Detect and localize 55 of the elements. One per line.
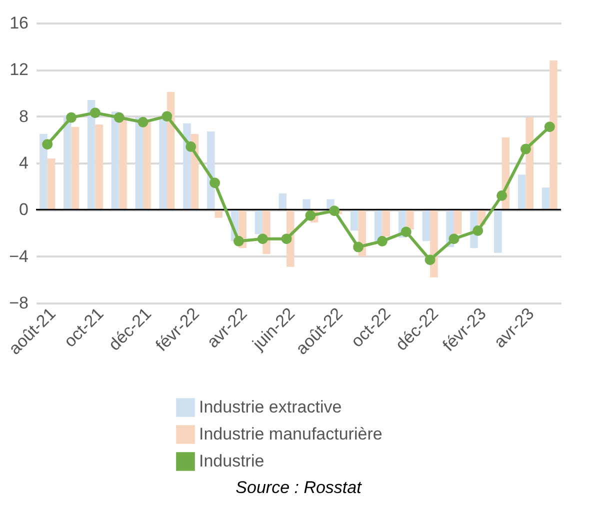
point [496,190,508,201]
bar [143,122,151,210]
point [233,236,244,246]
bar [302,199,310,210]
point [66,112,77,123]
y-tick-label: 12 [10,60,28,80]
bar [494,210,502,253]
point [162,111,172,122]
bar [119,120,127,210]
bar [254,210,263,234]
point [138,116,148,128]
y-tick-label: −8 [9,294,28,312]
point [114,112,124,123]
point [520,144,531,154]
y-tick-label: −4 [9,246,28,266]
point [448,234,460,244]
point [281,234,292,244]
y-tick-label: 8 [19,106,28,126]
legend-label: Industrie manufacturière [199,424,382,444]
bar [95,124,103,210]
point [210,178,220,188]
bar [382,210,390,236]
bar [350,210,358,231]
bar [518,174,526,210]
bar [278,193,287,210]
point [353,242,364,252]
point [329,206,340,216]
legend-label: Industrie [199,452,264,470]
y-tick-label: 16 [10,14,28,32]
point [186,141,196,152]
bar [526,118,534,210]
point [400,226,412,238]
bar [47,158,56,210]
bar [550,60,558,210]
y-tick-label: 0 [19,200,28,220]
bar [159,118,167,210]
point [90,108,100,118]
bar [64,115,72,210]
point [305,210,316,221]
point [376,236,388,246]
bar [454,210,462,234]
bar [542,188,550,210]
bar [71,126,80,210]
point [42,139,53,150]
bar [406,210,414,230]
bar [422,210,430,242]
point [544,122,555,132]
bar [87,100,96,210]
legend-label: Industrie extractive [199,398,342,416]
point [257,234,268,244]
point [424,254,436,266]
y-tick-label: 4 [19,154,28,172]
point [472,225,484,236]
bar [40,134,48,210]
source-note: Source : Rosstat [236,478,363,497]
